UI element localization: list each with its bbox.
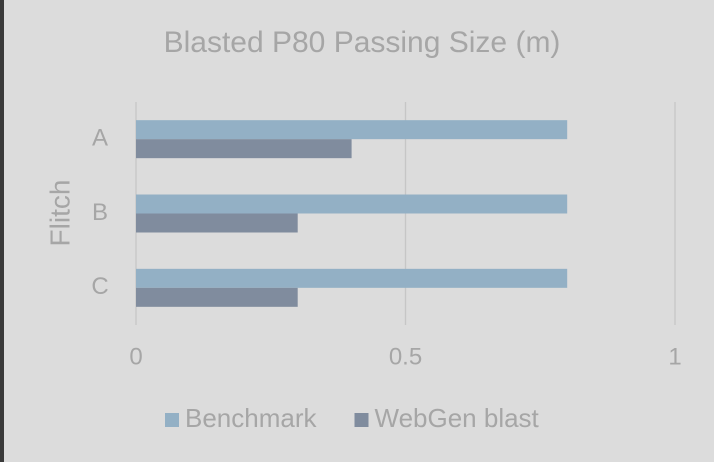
y-tick-label: A [92,125,108,152]
x-tick-label: 0 [129,343,142,370]
x-tick-label: 0.5 [389,343,422,370]
bar [136,139,352,159]
legend-swatch [165,413,179,427]
y-axis-label: Flitch [44,180,75,247]
y-tick-label: B [92,199,108,226]
left-border [0,0,4,462]
legend-label: Benchmark [185,403,317,433]
bar [136,268,568,288]
y-tick-label: C [91,273,108,300]
bar [136,287,298,307]
x-tick-label: 1 [668,343,681,370]
legend-label: WebGen blast [375,403,540,433]
bar [136,194,568,214]
chart-title: Blasted P80 Passing Size (m) [164,26,561,59]
legend-swatch [354,413,369,427]
bar [136,213,298,233]
bar [136,120,568,140]
